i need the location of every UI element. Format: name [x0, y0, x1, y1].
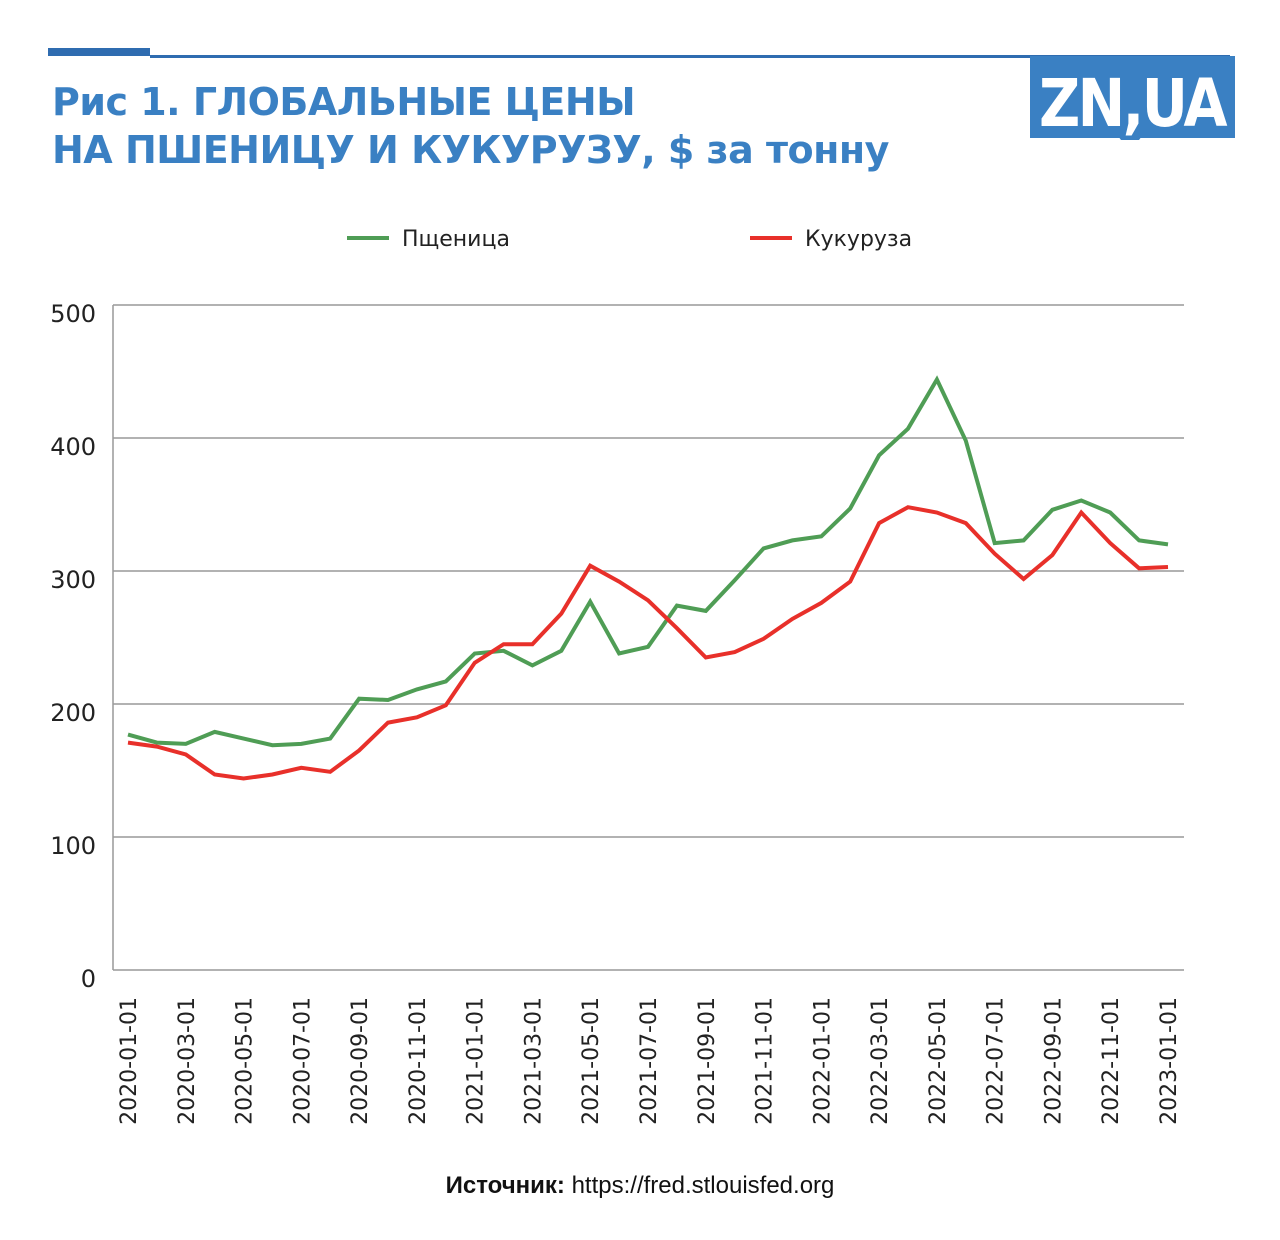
y-tick-label: 400: [50, 433, 96, 461]
series-lines: [127, 375, 1169, 781]
x-tick-label: 2022-07-01: [984, 997, 1009, 1125]
znua-logo: ZN,UA: [1030, 56, 1235, 140]
y-tick-label: 100: [50, 832, 96, 860]
y-tick-label: 500: [50, 300, 96, 328]
x-tick-label: 2021-09-01: [695, 997, 720, 1125]
x-tick-label: 2021-03-01: [521, 997, 546, 1125]
x-axis: 2020-01-01 2020-03-01 2020-05-01 2020-07-01…: [117, 997, 1182, 1125]
x-tick-label: 2020-01-01: [117, 997, 142, 1125]
x-tick-label: 2020-05-01: [233, 997, 258, 1125]
y-tick-label: 200: [50, 699, 96, 727]
x-tick-label: 2021-05-01: [579, 997, 604, 1125]
y-tick-label: 300: [50, 566, 96, 594]
title-line-1: Рис 1. ГЛОБАЛЬНЫЕ ЦЕНЫ: [52, 80, 636, 124]
x-tick-label: 2020-03-01: [175, 997, 200, 1125]
x-tick-label: 2021-07-01: [637, 997, 662, 1125]
x-tick-label: 2022-11-01: [1099, 997, 1124, 1125]
y-axis: 0 100 200 300 400 500: [50, 300, 96, 993]
chart-title: Рис 1. ГЛОБАЛЬНЫЕ ЦЕНЫ НА ПШЕНИЦУ И КУКУ…: [52, 78, 889, 174]
source-note: Источник: https://fred.stlouisfed.org: [0, 1172, 1280, 1200]
series-line-wheat: [127, 375, 1169, 748]
svg-text:ZN,UA: ZN,UA: [1039, 65, 1228, 140]
legend-label: Пщеница: [402, 227, 510, 252]
header-rule: [150, 55, 1230, 58]
x-tick-label: 2020-07-01: [290, 997, 315, 1125]
x-tick-label: 2022-03-01: [868, 997, 893, 1125]
x-tick-label: 2022-05-01: [926, 997, 951, 1125]
source-label: Источник:: [445, 1172, 565, 1199]
legend-label: Кукуруза: [805, 227, 912, 252]
x-tick-label: 2020-11-01: [406, 997, 431, 1125]
x-tick-label: 2021-11-01: [753, 997, 778, 1125]
legend: Пщеница Кукуруза: [347, 227, 912, 252]
grid: [112, 304, 1184, 971]
header-accent-bar: [48, 48, 150, 56]
x-tick-label: 2022-01-01: [810, 997, 835, 1125]
y-tick-label: 0: [81, 965, 96, 993]
source-url[interactable]: https://fred.stlouisfed.org: [571, 1172, 835, 1199]
series-line-corn: [127, 505, 1169, 781]
title-line-2: НА ПШЕНИЦУ И КУКУРУЗУ, $ за тонну: [52, 128, 889, 172]
x-tick-label: 2020-09-01: [348, 997, 373, 1125]
x-tick-label: 2023-01-01: [1157, 997, 1182, 1125]
x-tick-label: 2021-01-01: [464, 997, 489, 1125]
x-tick-label: 2022-09-01: [1041, 997, 1066, 1125]
